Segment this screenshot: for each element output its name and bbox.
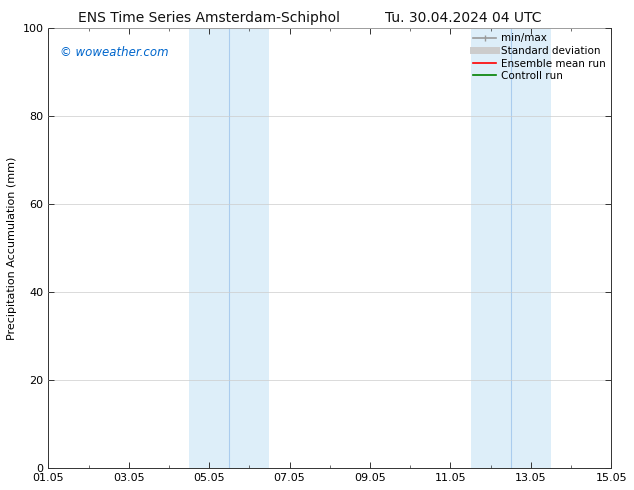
Bar — [230, 28, 269, 468]
Text: © woweather.com: © woweather.com — [60, 46, 168, 59]
Bar — [189, 28, 230, 468]
Bar — [511, 28, 551, 468]
Text: Tu. 30.04.2024 04 UTC: Tu. 30.04.2024 04 UTC — [385, 11, 541, 25]
Y-axis label: Precipitation Accumulation (mm): Precipitation Accumulation (mm) — [7, 156, 17, 340]
Text: ENS Time Series Amsterdam-Schiphol: ENS Time Series Amsterdam-Schiphol — [78, 11, 340, 25]
Legend: min/max, Standard deviation, Ensemble mean run, Controll run: min/max, Standard deviation, Ensemble me… — [471, 31, 608, 83]
Bar — [470, 28, 511, 468]
